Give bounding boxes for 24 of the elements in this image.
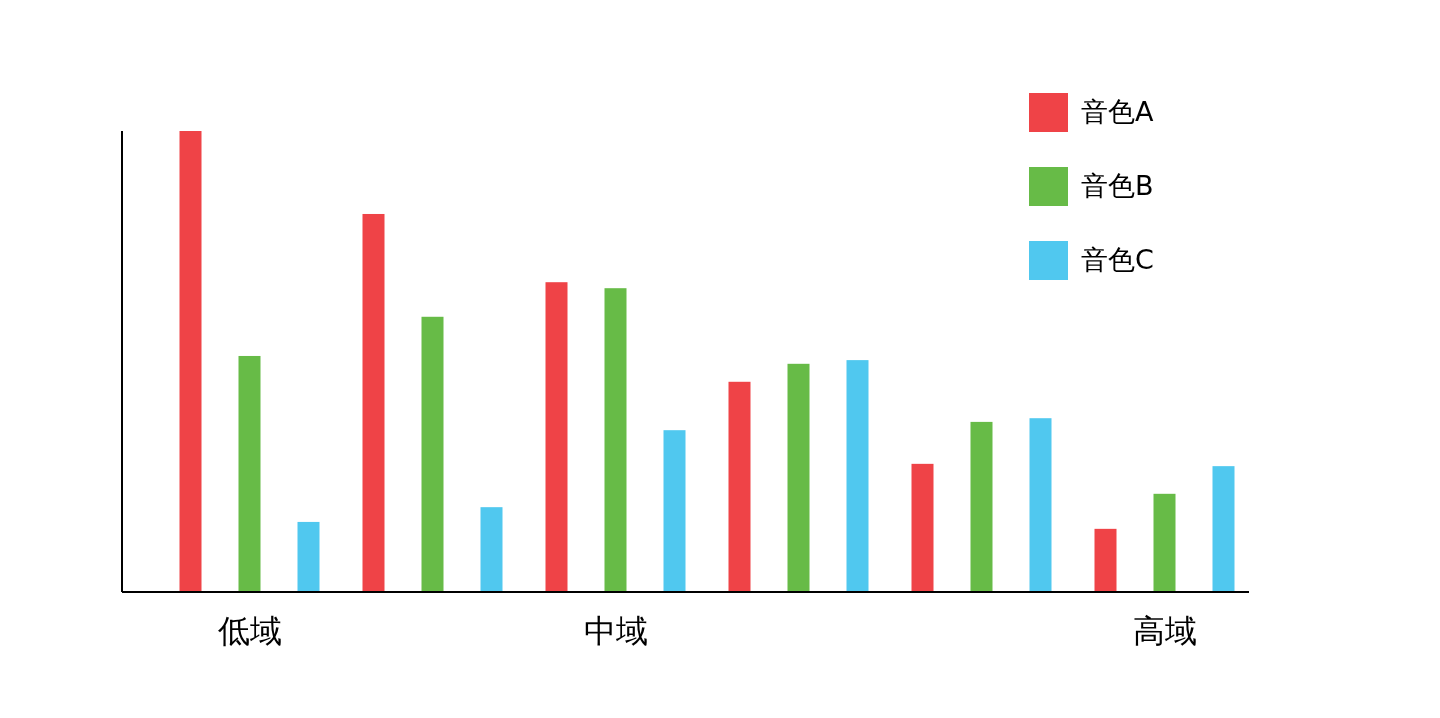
bar [480,507,503,592]
bar [421,316,444,592]
bar [846,360,869,592]
bar [297,521,320,592]
bar [1029,418,1052,592]
x-tick-label: 中域 [583,612,648,650]
bar [970,421,993,592]
bar [238,355,261,592]
legend-label: 音色C [1081,244,1154,275]
bar [728,381,751,592]
x-tick-label: 高域 [1132,612,1197,650]
bar [787,363,810,592]
bar [1212,466,1235,592]
x-tick-label: 低域 [217,612,282,650]
bar [179,131,202,592]
bar [911,463,934,592]
bar [1153,493,1176,592]
bar [362,213,385,592]
bar [604,288,627,592]
bar [663,430,686,592]
legend-label: 音色B [1081,170,1154,201]
legend-label: 音色A [1081,96,1154,127]
bar [1094,528,1117,592]
bar [545,282,568,592]
